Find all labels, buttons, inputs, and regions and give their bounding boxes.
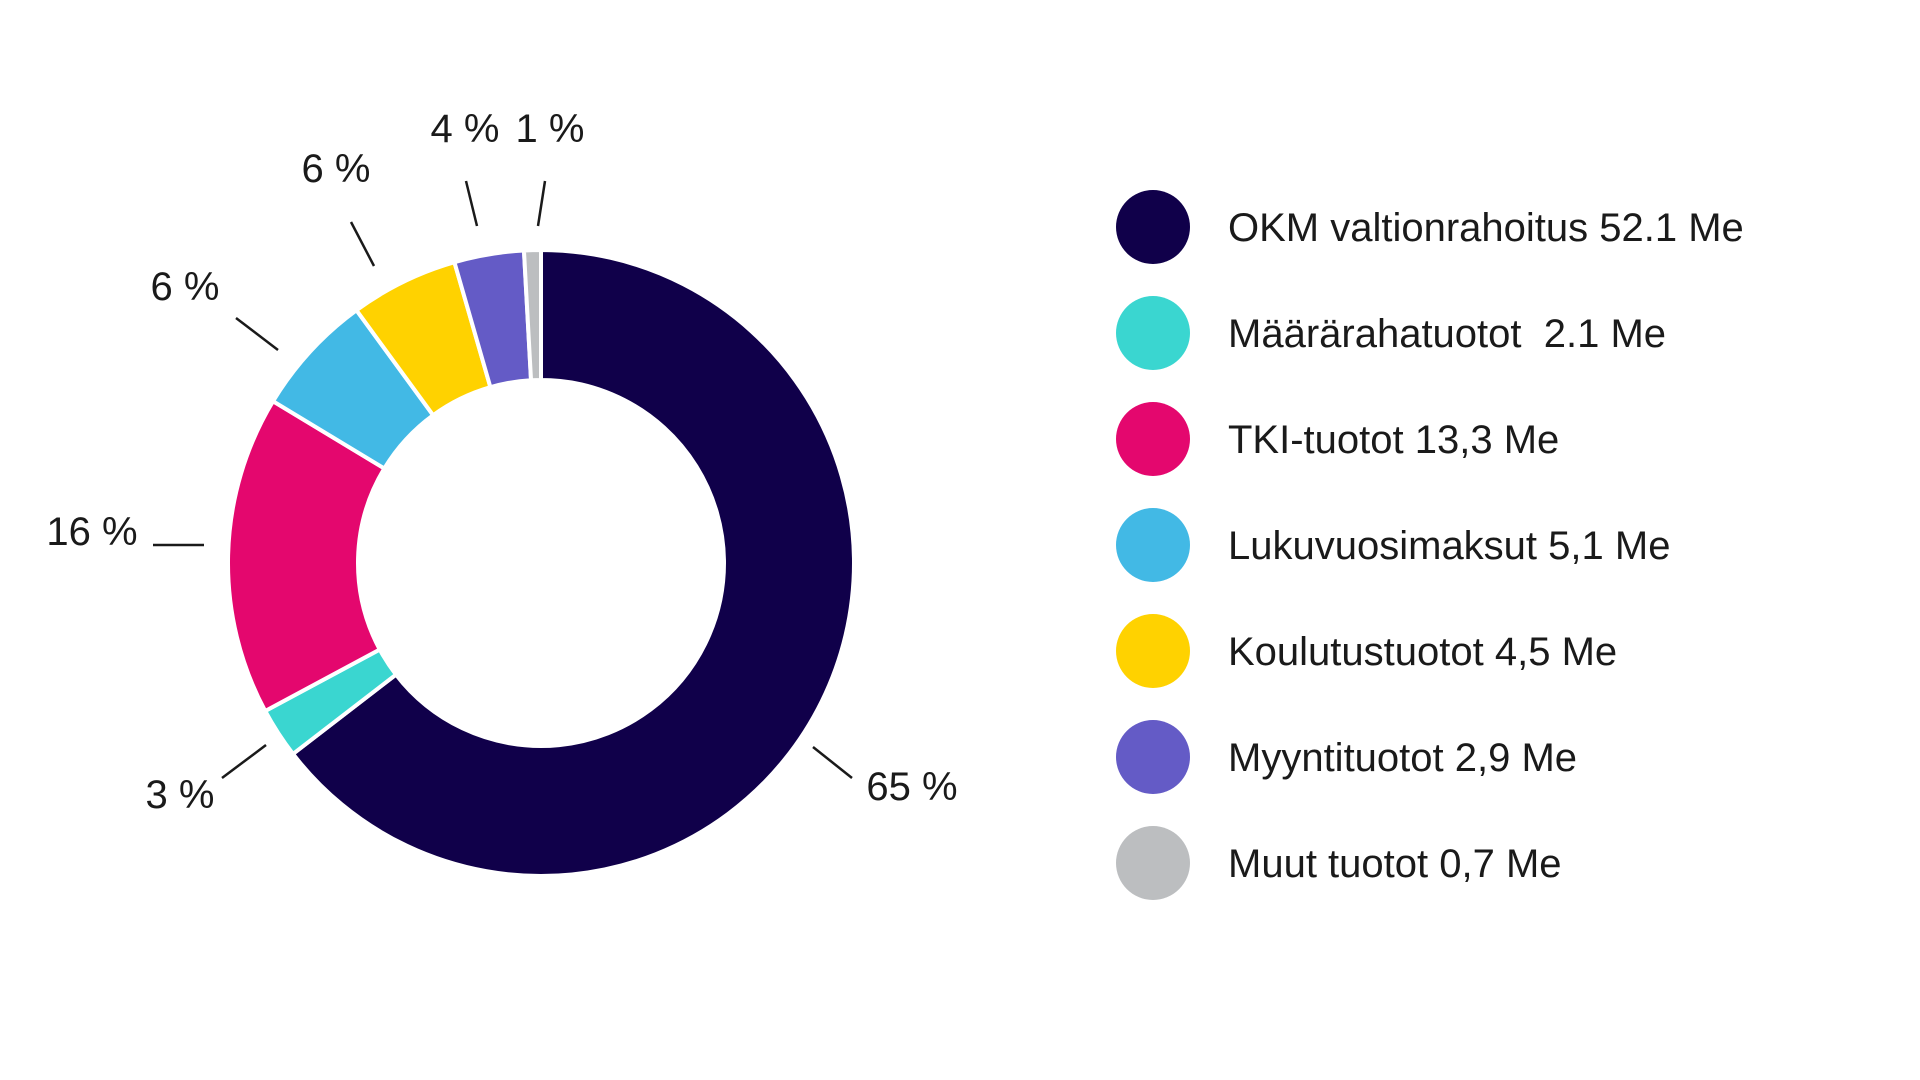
percent-label-2: 16 %	[46, 510, 137, 554]
legend-label-1: Määrärahatuotot 2.1 Me	[1228, 312, 1666, 356]
legend-item-5: Myyntituotot 2,9 Me	[1116, 720, 1577, 794]
legend-swatch-3	[1116, 508, 1190, 582]
legend-item-6: Muut tuotot 0,7 Me	[1116, 826, 1562, 900]
legend-label-5: Myyntituotot 2,9 Me	[1228, 736, 1577, 780]
percent-label-5: 4 %	[431, 107, 500, 151]
legend-item-0: OKM valtionrahoitus 52.1 Me	[1116, 190, 1744, 264]
legend-swatch-1	[1116, 296, 1190, 370]
legend-swatch-0	[1116, 190, 1190, 264]
leader-line-1	[221, 744, 267, 779]
legend-label-0: OKM valtionrahoitus 52.1 Me	[1228, 206, 1744, 250]
percent-label-0: 65 %	[866, 765, 957, 809]
donut-slice-2	[226, 398, 388, 714]
percent-label-1: 3 %	[146, 773, 215, 817]
percent-label-3: 6 %	[151, 265, 220, 309]
leader-line-4	[349, 221, 376, 267]
legend-item-2: TKI-tuotot 13,3 Me	[1116, 402, 1559, 476]
leader-line-3	[235, 317, 279, 351]
leader-line-5	[464, 180, 479, 227]
donut-slice-6	[521, 247, 543, 383]
donut-slice-0	[290, 247, 856, 878]
legend-label-6: Muut tuotot 0,7 Me	[1228, 842, 1562, 886]
legend-item-3: Lukuvuosimaksut 5,1 Me	[1116, 508, 1670, 582]
leader-line-6	[536, 180, 547, 227]
percent-label-4: 6 %	[302, 147, 371, 191]
legend: OKM valtionrahoitus 52.1 Me Määrärahatuot…	[1116, 190, 1744, 900]
slices-layer	[226, 247, 856, 878]
legend-swatch-5	[1116, 720, 1190, 794]
legend-item-4: Koulutustuotot 4,5 Me	[1116, 614, 1617, 688]
leader-line-0	[812, 746, 853, 779]
leader-lines-layer	[153, 180, 853, 779]
legend-label-4: Koulutustuotot 4,5 Me	[1228, 630, 1617, 674]
legend-swatch-6	[1116, 826, 1190, 900]
percent-label-6: 1 %	[516, 107, 585, 151]
percent-labels-layer: 65 % 3 % 16 % 6 % 6 % 4 % 1 %	[46, 107, 957, 817]
legend-swatch-2	[1116, 402, 1190, 476]
legend-label-3: Lukuvuosimaksut 5,1 Me	[1228, 524, 1670, 568]
legend-item-1: Määrärahatuotot 2.1 Me	[1116, 296, 1666, 370]
legend-swatch-4	[1116, 614, 1190, 688]
legend-label-2: TKI-tuotot 13,3 Me	[1228, 418, 1559, 462]
